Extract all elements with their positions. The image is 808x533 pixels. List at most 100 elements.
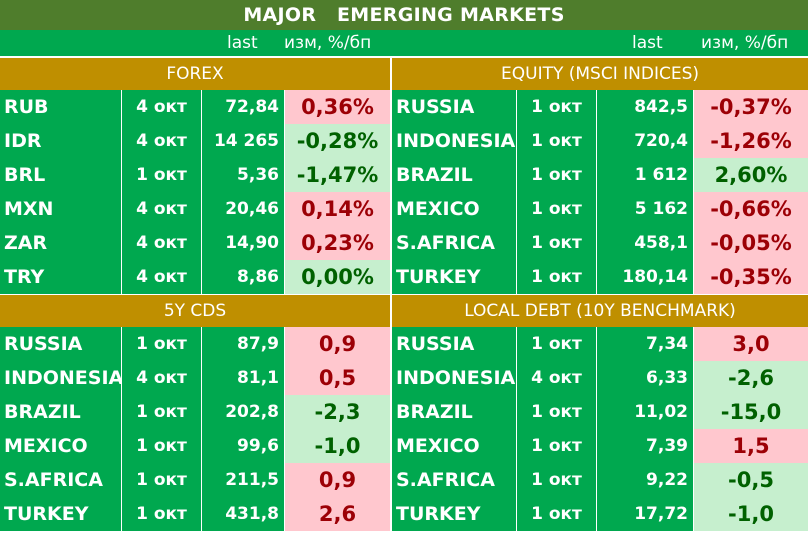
row-date: 4 окт [122, 361, 201, 395]
row-change-value: -0,28% [285, 124, 390, 158]
left-change-label: изм, %/бп [284, 33, 372, 53]
table-row: RUB 4 окт 72,84 0,36% [0, 90, 390, 124]
row-date: 1 окт [122, 395, 201, 429]
left-column-header: last изм, %/бп [0, 30, 391, 56]
row-date: 4 окт [122, 90, 201, 124]
row-change-value: 2,6 [285, 497, 390, 531]
row-last-value: 87,9 [202, 327, 284, 361]
row-name: MXN [0, 192, 121, 226]
row-last-value: 211,5 [202, 463, 284, 497]
row-date: 4 окт [517, 361, 596, 395]
row-last-value: 1 612 [597, 158, 693, 192]
row-last-value: 842,5 [597, 90, 693, 124]
table-row: TURKEY 1 окт 180,14 -0,35% [392, 260, 808, 294]
table-row: TURKEY 1 окт 17,72 -1,0 [392, 497, 808, 531]
row-change-value: -0,5 [694, 463, 808, 497]
table-row: S.AFRICA 1 окт 458,1 -0,05% [392, 226, 808, 260]
table-row: MEXICO 1 окт 7,39 1,5 [392, 429, 808, 463]
table-row: INDONESIA 4 окт 81,1 0,5 [0, 361, 390, 395]
row-name: S.AFRICA [392, 463, 516, 497]
divider [0, 56, 808, 57]
table-row: ZAR 4 окт 14,90 0,23% [0, 226, 390, 260]
row-date: 4 окт [122, 192, 201, 226]
table-row: RUSSIA 1 окт 87,9 0,9 [0, 327, 390, 361]
table-row: S.AFRICA 1 окт 9,22 -0,5 [392, 463, 808, 497]
row-last-value: 14,90 [202, 226, 284, 260]
row-name: RUB [0, 90, 121, 124]
row-change-value: -1,47% [285, 158, 390, 192]
row-change-value: 0,9 [285, 463, 390, 497]
row-date: 1 окт [122, 463, 201, 497]
row-change-value: -2,3 [285, 395, 390, 429]
table-row: BRAZIL 1 окт 1 612 2,60% [392, 158, 808, 192]
row-last-value: 431,8 [202, 497, 284, 531]
row-name: TURKEY [0, 497, 121, 531]
row-name: MEXICO [0, 429, 121, 463]
row-change-value: 0,00% [285, 260, 390, 294]
row-name: RUSSIA [392, 90, 516, 124]
row-name: ZAR [0, 226, 121, 260]
row-name: TURKEY [392, 260, 516, 294]
row-change-value: 3,0 [694, 327, 808, 361]
row-last-value: 6,33 [597, 361, 693, 395]
row-date: 1 окт [517, 158, 596, 192]
row-date: 1 окт [517, 463, 596, 497]
row-last-value: 20,46 [202, 192, 284, 226]
row-name: INDONESIA [392, 361, 516, 395]
divider [390, 56, 392, 533]
table-row: TRY 4 окт 8,86 0,00% [0, 260, 390, 294]
table-row: TURKEY 1 окт 431,8 2,6 [0, 497, 390, 531]
row-name: BRAZIL [392, 395, 516, 429]
row-last-value: 72,84 [202, 90, 284, 124]
row-date: 4 окт [122, 226, 201, 260]
row-change-value: -1,0 [285, 429, 390, 463]
row-change-value: -0,35% [694, 260, 808, 294]
row-date: 1 окт [517, 429, 596, 463]
row-change-value: -2,6 [694, 361, 808, 395]
row-change-value: -15,0 [694, 395, 808, 429]
row-date: 1 окт [122, 158, 201, 192]
table-row: RUSSIA 1 окт 7,34 3,0 [392, 327, 808, 361]
table-row: INDONESIA 4 окт 6,33 -2,6 [392, 361, 808, 395]
row-last-value: 720,4 [597, 124, 693, 158]
row-date: 1 окт [517, 497, 596, 531]
row-date: 1 окт [122, 327, 201, 361]
row-last-value: 8,86 [202, 260, 284, 294]
right-last-label: last [632, 33, 663, 53]
table-row: S.AFRICA 1 окт 211,5 0,9 [0, 463, 390, 497]
row-date: 1 окт [122, 497, 201, 531]
row-change-value: 1,5 [694, 429, 808, 463]
row-change-value: -0,37% [694, 90, 808, 124]
row-change-value: 0,23% [285, 226, 390, 260]
row-name: IDR [0, 124, 121, 158]
row-date: 1 окт [517, 90, 596, 124]
row-name: MEXICO [392, 429, 516, 463]
row-last-value: 99,6 [202, 429, 284, 463]
row-name: TURKEY [392, 497, 516, 531]
table-row: MEXICO 1 окт 5 162 -0,66% [392, 192, 808, 226]
right-change-label: изм, %/бп [701, 33, 789, 53]
row-date: 1 окт [517, 226, 596, 260]
row-last-value: 14 265 [202, 124, 284, 158]
row-last-value: 180,14 [597, 260, 693, 294]
row-last-value: 458,1 [597, 226, 693, 260]
forex-section-header: FOREX [0, 58, 390, 90]
equity-section-header: EQUITY (MSCI INDICES) [392, 58, 808, 90]
row-change-value: 0,36% [285, 90, 390, 124]
table-row: INDONESIA 1 окт 720,4 -1,26% [392, 124, 808, 158]
table-row: MXN 4 окт 20,46 0,14% [0, 192, 390, 226]
row-change-value: -0,05% [694, 226, 808, 260]
row-last-value: 81,1 [202, 361, 284, 395]
row-change-value: -1,0 [694, 497, 808, 531]
row-name: BRAZIL [392, 158, 516, 192]
row-name: INDONESIA [0, 361, 121, 395]
table-row: BRAZIL 1 окт 11,02 -15,0 [392, 395, 808, 429]
row-name: RUSSIA [392, 327, 516, 361]
table-row: BRAZIL 1 окт 202,8 -2,3 [0, 395, 390, 429]
row-last-value: 7,34 [597, 327, 693, 361]
row-date: 1 окт [517, 260, 596, 294]
row-last-value: 202,8 [202, 395, 284, 429]
row-name: TRY [0, 260, 121, 294]
row-date: 1 окт [122, 429, 201, 463]
